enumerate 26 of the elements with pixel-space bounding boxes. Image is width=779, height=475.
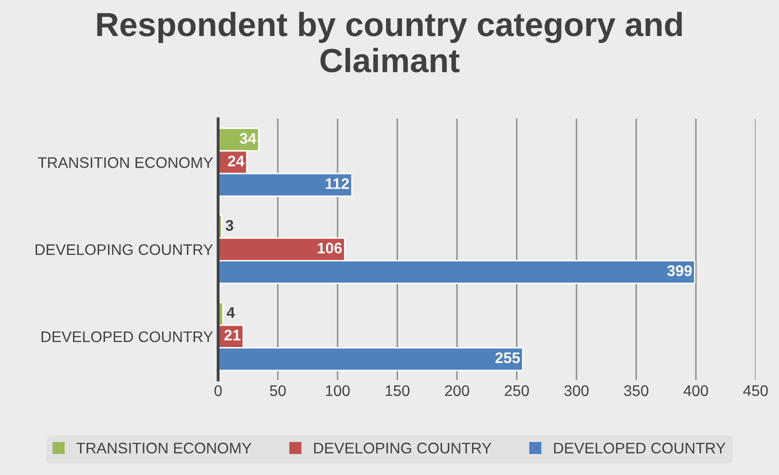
y-tick-label: DEVELOPED COUNTRY	[42, 331, 213, 342]
data-label: 24	[228, 156, 244, 166]
x-tick-label: 50	[270, 385, 286, 396]
x-tick-label: 300	[564, 385, 589, 396]
x-tick-label: 150	[386, 385, 410, 396]
data-label: 106	[318, 242, 342, 254]
chart-title: Respondent by country category and Claimant	[97, 12, 682, 72]
data-label: 255	[495, 352, 520, 364]
data-label: 21	[224, 330, 240, 340]
legend-label: DEVELOPED COUNTRY	[554, 442, 726, 454]
legend-label: TRANSITION ECONOMY	[76, 442, 252, 454]
x-tick-label: 450	[743, 385, 768, 396]
x-tick-label: 400	[684, 385, 708, 396]
y-tick-label: TRANSITION ECONOMY	[38, 157, 213, 168]
legend-label: DEVELOPING COUNTRY	[314, 442, 492, 454]
data-label: 112	[326, 178, 349, 189]
data-label: 4	[226, 307, 235, 318]
data-label: 399	[667, 265, 692, 276]
x-tick-label: 250	[504, 385, 529, 396]
y-tick-label: DEVELOPING COUNTRY	[36, 244, 213, 256]
x-tick-label: 200	[445, 385, 470, 396]
x-tick-label: 100	[326, 385, 350, 396]
x-tick-label: 0	[214, 385, 222, 396]
data-label: 3	[226, 220, 234, 231]
x-tick-label: 350	[624, 385, 648, 396]
data-label: 34	[240, 132, 256, 144]
